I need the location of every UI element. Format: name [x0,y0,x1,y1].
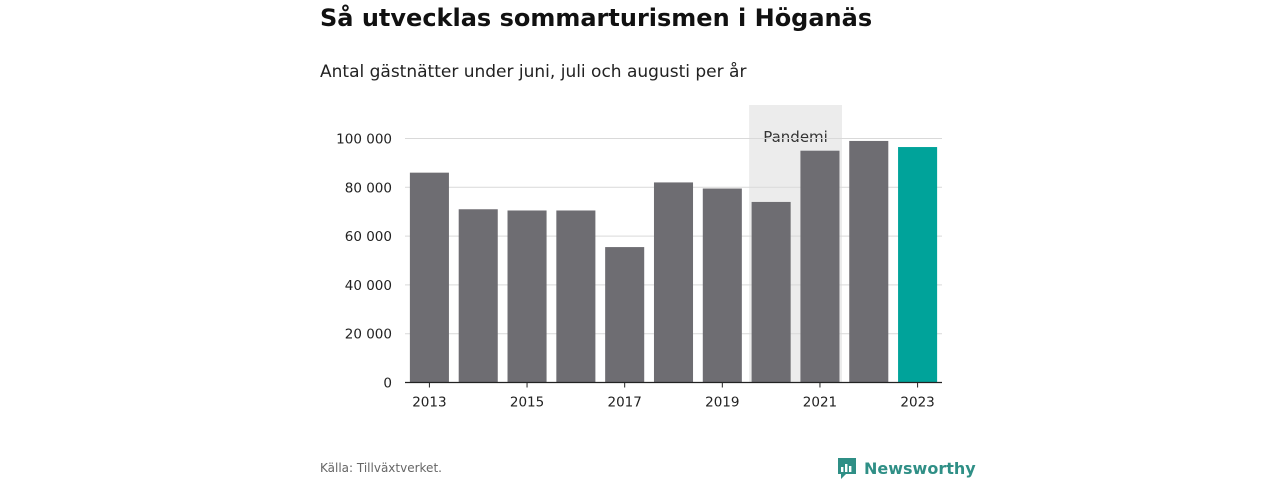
bar-2019 [702,188,742,383]
bar-2020 [751,201,791,383]
x-tick-label: 2021 [803,395,837,411]
bar-2023 [898,147,938,383]
chart-card: Så utvecklas sommarturismen i Höganäs An… [320,0,976,480]
bar-2016 [556,210,596,383]
x-tick-label: 2015 [510,395,544,411]
y-tick-label: 100 000 [336,132,392,148]
x-tick-label: 2023 [900,395,934,411]
brand-name: Newsworthy [864,458,976,478]
y-tick-label: 0 [383,376,392,392]
y-tick-label: 60 000 [345,229,392,245]
bar-2017 [605,247,645,383]
bar-2014 [458,209,498,383]
source-note: Källa: Tillväxtverket. [320,461,442,475]
chart-subtitle: Antal gästnätter under juni, juli och au… [320,62,747,82]
y-tick-label: 40 000 [345,278,392,294]
bar-2021 [800,150,840,383]
y-tick-label: 80 000 [345,180,392,196]
bar-2015 [507,210,547,383]
chart-title: Så utvecklas sommarturismen i Höganäs [320,4,873,32]
bar-2022 [849,140,889,383]
y-tick-label: 20 000 [345,327,392,343]
x-tick-label: 2019 [705,395,739,411]
x-tick-label: 2013 [412,395,446,411]
x-tick-label: 2017 [608,395,642,411]
bar-2013 [409,172,449,383]
bar-chart: Pandemi 0 20 000 40 000 60 000 80 000 100 000 2… [336,105,942,411]
bar-chart-speech-bubble-icon [838,458,856,479]
annotation-label: Pandemi [763,128,828,146]
bar-2018 [653,182,694,383]
brand-logo: Newsworthy [836,456,976,480]
